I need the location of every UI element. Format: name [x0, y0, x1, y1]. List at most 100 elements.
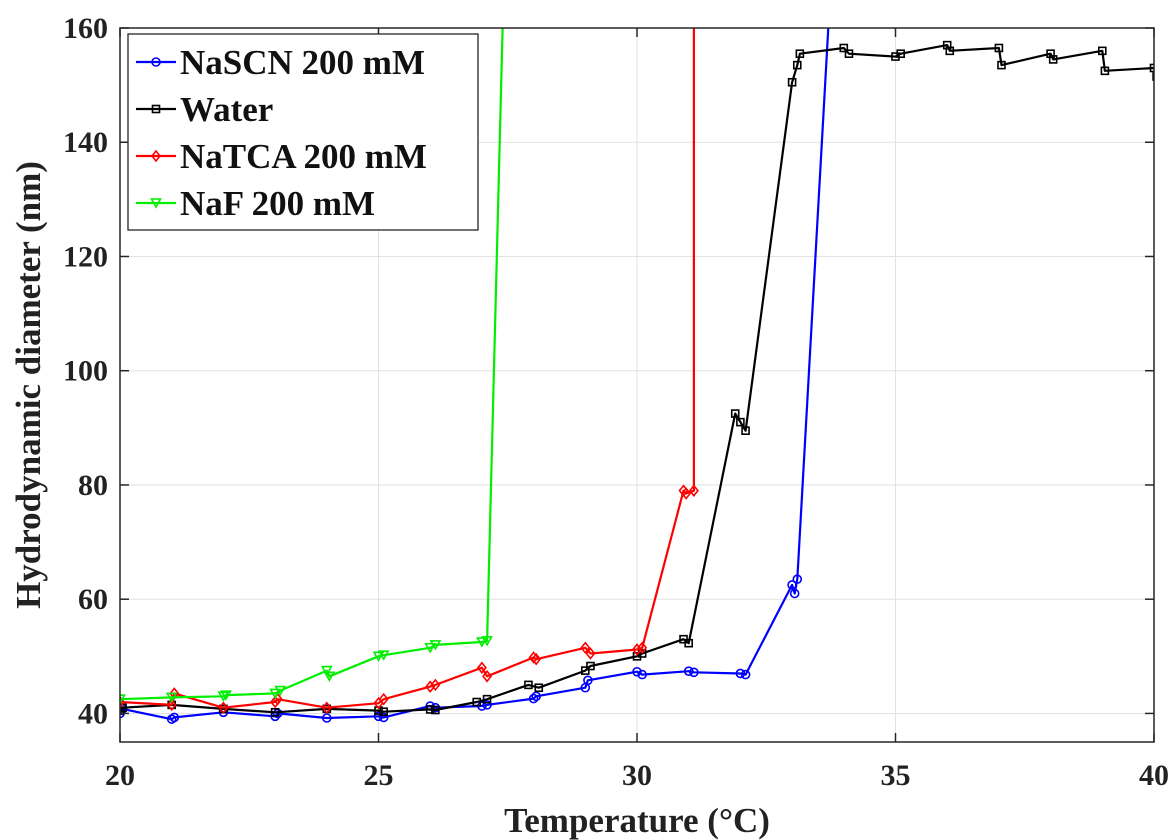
data-point [217, 691, 230, 702]
data-point [632, 666, 642, 677]
tick-labels: 20 25 30 35 40 40 60 80 100 120 140 160 [63, 12, 1169, 792]
data-point [795, 49, 805, 59]
data-point [425, 680, 436, 693]
grid [119, 27, 1155, 742]
series-layer [120, 28, 1154, 724]
data-point [580, 666, 590, 675]
legend-box [127, 33, 479, 231]
data-point [942, 40, 952, 50]
data-point [1048, 55, 1058, 64]
series-nascn-200-mm [120, 28, 830, 724]
x-tick-label: 30 [622, 759, 652, 792]
data-point [476, 661, 487, 675]
legend-marker [150, 198, 162, 209]
y-tick-label: 80 [78, 469, 108, 502]
x-tick-label: 20 [105, 759, 135, 792]
y-tick-label: 160 [63, 12, 108, 45]
data-point [531, 652, 542, 666]
data-point [321, 701, 332, 715]
series-naf-200-mm [120, 28, 504, 705]
data-point [379, 707, 388, 717]
data-point [218, 701, 229, 715]
data-point [120, 695, 126, 709]
data-point [481, 636, 493, 647]
data-point [373, 711, 384, 722]
data-point [741, 426, 750, 435]
data-point [945, 46, 955, 56]
series-line [120, 43, 1154, 714]
legend-item: NaTCA 200 mM [136, 137, 427, 176]
data-point [631, 643, 643, 656]
legend-item: NaF 200 mM [136, 184, 375, 223]
data-point [472, 697, 482, 707]
data-point [1149, 63, 1154, 73]
y-tick-label: 100 [63, 355, 108, 388]
legend-marker [150, 149, 162, 163]
legend-marker [151, 104, 161, 114]
data-point [1046, 49, 1055, 59]
legend-label: NaF 200 mM [180, 184, 375, 223]
series-line [120, 28, 830, 721]
legend: NaSCN 200 mM Water NaTCA 200 mM NaF 200 mM [127, 33, 479, 231]
series-line [120, 28, 696, 709]
series-water [120, 40, 1154, 717]
data-point [994, 43, 1004, 53]
data-point [430, 678, 441, 692]
legend-marker [151, 57, 161, 67]
data-point [431, 705, 440, 715]
data-point [844, 49, 854, 59]
y-tick-label: 40 [78, 697, 108, 730]
data-point [372, 651, 385, 662]
data-point [730, 409, 740, 418]
data-point [997, 60, 1006, 70]
data-point [1098, 46, 1107, 56]
data-point [586, 661, 595, 671]
data-point [528, 651, 539, 664]
data-point [740, 669, 751, 680]
data-point [482, 670, 493, 683]
y-tick-label: 140 [63, 126, 108, 159]
data-point [688, 484, 699, 497]
data-point [528, 693, 539, 704]
data-point [424, 642, 437, 654]
data-point [220, 690, 232, 701]
y-tick-label: 60 [78, 583, 108, 616]
data-point [166, 698, 177, 712]
y-axis-label: Hydrodynamic diameter (nm) [9, 161, 48, 609]
data-point [270, 707, 280, 717]
x-axis-label: Temperature (°C) [504, 801, 770, 840]
data-point [689, 667, 699, 678]
data-point [787, 77, 797, 87]
x-tick-label: 35 [881, 759, 911, 792]
x-tick-label: 40 [1139, 759, 1169, 792]
data-point [169, 712, 180, 723]
data-point [270, 695, 281, 709]
data-point [269, 688, 281, 700]
data-point [534, 683, 544, 693]
data-point [482, 694, 492, 704]
data-point [896, 49, 905, 59]
data-point [429, 640, 442, 651]
x-tick-label: 25 [364, 759, 394, 792]
data-point [531, 691, 541, 702]
data-point [274, 685, 287, 697]
legend-item: NaSCN 200 mM [136, 43, 425, 82]
data-point [378, 712, 389, 723]
data-point [681, 487, 692, 500]
data-point [482, 700, 492, 710]
data-point [165, 692, 178, 704]
data-point [378, 692, 389, 706]
data-point [476, 637, 488, 648]
data-point [583, 675, 593, 686]
y-tick-label: 120 [63, 240, 108, 273]
data-point [320, 665, 333, 677]
data-point [684, 638, 694, 648]
data-point [789, 588, 800, 599]
data-point [839, 43, 849, 53]
data-point [735, 668, 746, 679]
data-point [792, 60, 802, 70]
legend-label: NaTCA 200 mM [180, 137, 427, 176]
data-point [120, 694, 126, 705]
data-point [1152, 72, 1154, 81]
legend-label: NaSCN 200 mM [180, 43, 425, 82]
